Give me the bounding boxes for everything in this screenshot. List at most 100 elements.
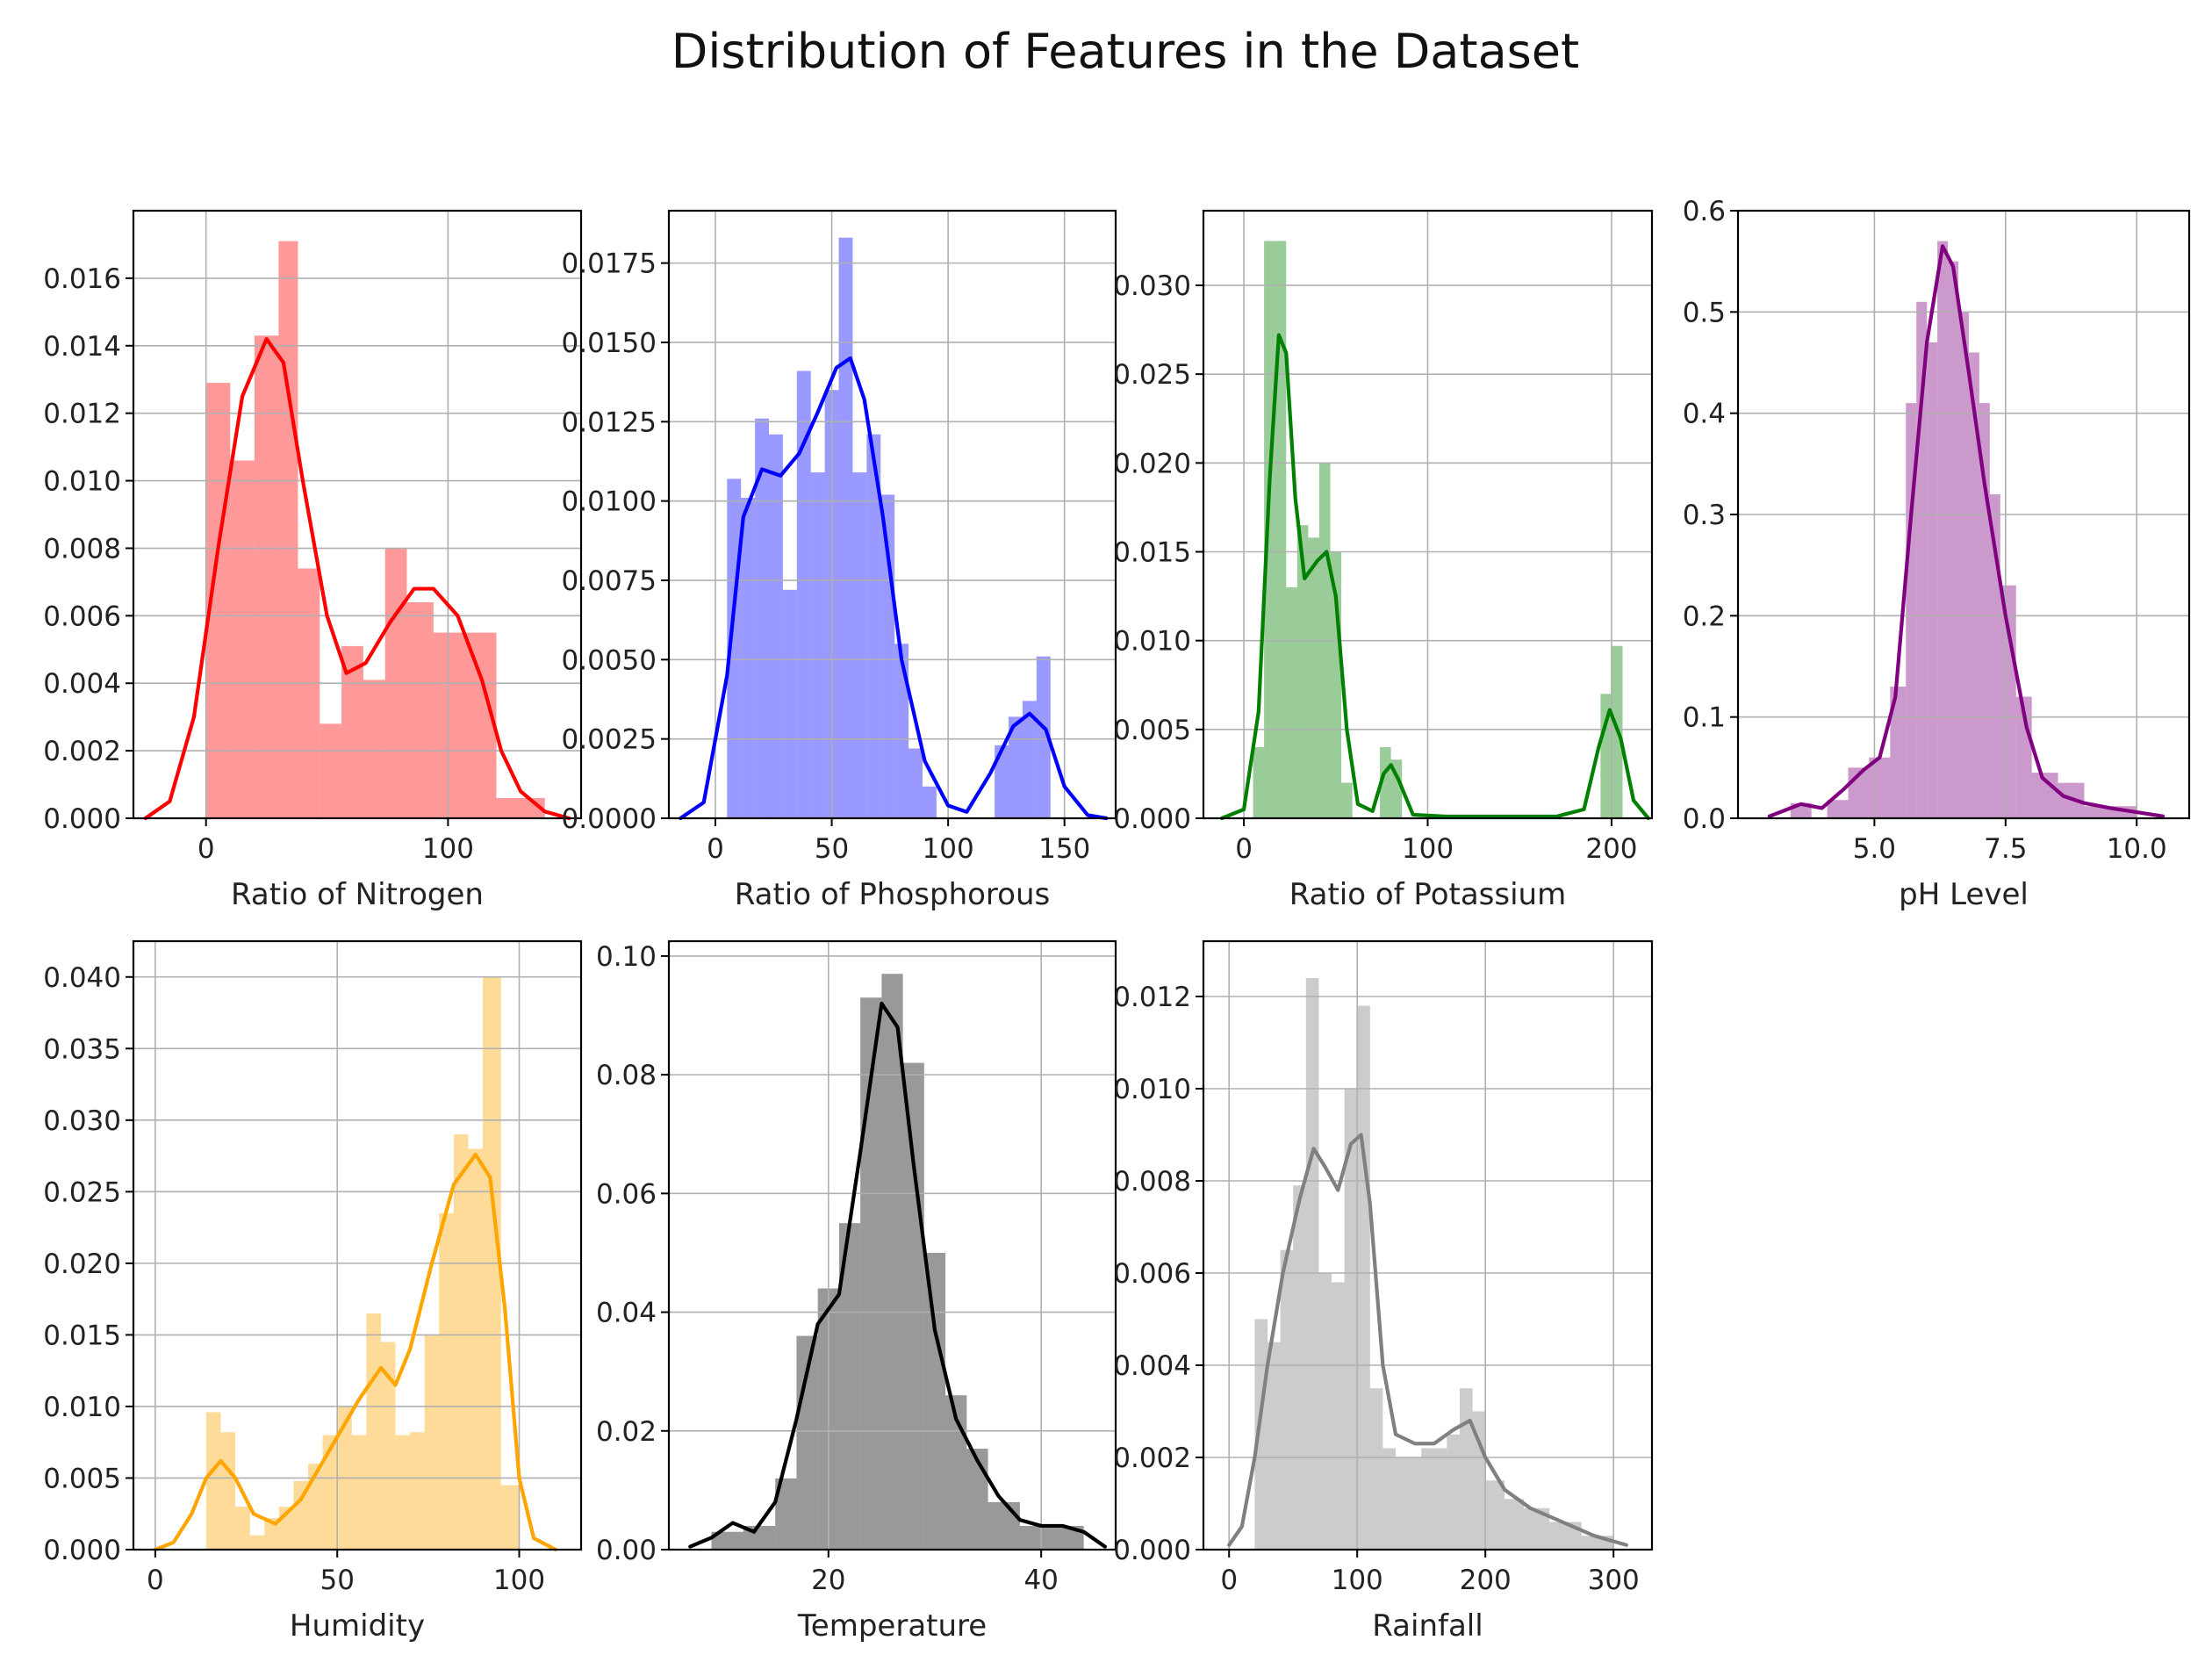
histogram-bar	[249, 1535, 265, 1550]
histogram-bar	[1264, 241, 1275, 818]
figure-title: Distribution of Features in the Dataset	[672, 24, 1579, 79]
x-tick-label: 150	[1038, 833, 1090, 865]
x-ticks: 0 100 200	[1235, 818, 1638, 865]
histogram-bar	[995, 745, 1009, 818]
histogram-bar	[453, 1134, 469, 1550]
histogram-bar	[894, 644, 909, 818]
x-tick-label: 100	[493, 1565, 545, 1596]
subplot-ratio-of-phosphorous: 0 50 100 150 0.00000.00250.00500.00750.01000…	[562, 209, 1117, 912]
histogram-bar	[1253, 747, 1265, 818]
x-tick-label: 100	[923, 833, 974, 865]
x-tick-label: 100	[1332, 1565, 1383, 1596]
histogram-bar	[1293, 1185, 1306, 1550]
y-tick-label: 0.08	[596, 1060, 657, 1091]
histogram-bar	[838, 237, 853, 819]
histogram-bar	[395, 1435, 411, 1550]
y-tick-label: 0.030	[43, 1105, 121, 1137]
histogram-bar	[741, 498, 756, 818]
histogram-bar	[1600, 694, 1612, 818]
histogram-bars	[205, 976, 520, 1550]
y-tick-label: 0.020	[43, 1248, 121, 1280]
histogram-bar	[1268, 1342, 1281, 1550]
histogram-bar	[810, 472, 825, 818]
histogram-bar	[1958, 312, 1969, 819]
histogram-bar	[866, 434, 881, 818]
y-tick-label: 0.025	[43, 1176, 121, 1208]
axes-frame	[132, 209, 583, 820]
y-ticks: 0.0000 0.0025 0.0050 0.0075 0.0100 0.0125 0.01…	[562, 248, 669, 835]
histogram-bar	[380, 1342, 396, 1550]
kde-line	[1227, 1133, 1628, 1547]
histogram-bar	[922, 786, 937, 818]
histogram-bar	[1332, 1282, 1345, 1550]
x-tick-label: 50	[320, 1565, 354, 1596]
histogram-bar	[1968, 352, 1979, 819]
y-tick-label: 0.04	[596, 1298, 657, 1329]
histogram-bar	[220, 1432, 236, 1550]
histogram-bar	[1296, 525, 1309, 818]
histogram-bar	[1447, 1434, 1460, 1550]
subplot-ratio-of-potassium: 0 100 2000.0000.0050.0100.0150.0200.0250.0…	[1113, 209, 1654, 912]
histogram-bar	[264, 1518, 279, 1550]
histogram-bar	[1022, 701, 1037, 818]
grid	[1738, 210, 2189, 819]
histogram-bar	[320, 723, 342, 818]
y-tick-label: 0.0050	[562, 644, 657, 676]
y-ticks: 0.000 0.005 0.010 0.015 0.020 0.025 0.030 0.035…	[43, 962, 133, 1566]
y-tick-label: 0.06	[596, 1178, 657, 1210]
y-ticks: 0.0 0.1 0.2 0.3 0.4 0.5 0.6	[1683, 196, 1738, 835]
histogram-bar	[406, 601, 434, 818]
axes-frame	[667, 209, 1117, 820]
histogram-bar	[1341, 782, 1353, 818]
histogram-bar	[988, 1501, 1020, 1550]
y-tick-label: 0.040	[43, 962, 121, 994]
x-tick-label: 0	[707, 833, 724, 865]
subplot-humidity: 0 50 100 0.000 0.005 0.010 0.015 0.020 0.025 0.03…	[43, 939, 583, 1644]
histogram-bar	[1305, 978, 1319, 1550]
x-tick-label: 0	[198, 833, 215, 865]
histogram-bar	[308, 1464, 323, 1550]
axes-frame	[132, 939, 583, 1551]
histogram-bar	[293, 1480, 309, 1550]
y-tick-label: 0.010	[43, 466, 121, 498]
histogram-bar	[966, 1449, 988, 1550]
histogram-bar	[1280, 1249, 1294, 1550]
histogram-bar	[1927, 342, 1938, 818]
histogram-bar	[1421, 1448, 1434, 1550]
y-tick-label: 0.010	[1113, 626, 1191, 658]
histogram-bar	[1286, 586, 1297, 818]
histogram-bar	[1344, 1089, 1358, 1550]
histogram-bar	[298, 568, 320, 818]
histogram-bar	[230, 460, 255, 818]
histogram-bar	[1869, 757, 1891, 818]
y-tick-label: 0.035	[43, 1033, 121, 1065]
histogram-bar	[1380, 747, 1391, 818]
histogram-bar	[1009, 716, 1023, 818]
histogram-bar	[1396, 1457, 1409, 1550]
histogram-bar	[410, 1432, 425, 1550]
y-tick-label: 0.005	[43, 1463, 121, 1494]
y-tick-label: 0.015	[1113, 536, 1191, 568]
histogram-bar	[1505, 1499, 1524, 1550]
y-tick-label: 0.6	[1683, 196, 1726, 227]
y-tick-label: 0.010	[43, 1392, 121, 1423]
x-axis-label: Ratio of Potassium	[1289, 877, 1566, 912]
histogram-bar	[1906, 403, 1917, 818]
x-tick-label: 0	[1235, 833, 1253, 865]
y-tick-label: 0.030	[1113, 270, 1191, 302]
histogram-bar	[1460, 1388, 1473, 1550]
kde-line	[143, 336, 571, 821]
histogram-bar	[755, 418, 769, 818]
x-ticks: 0 100 200 300	[1220, 1550, 1640, 1596]
histogram-bar	[852, 472, 867, 818]
histogram-bar	[235, 1507, 250, 1550]
x-ticks: 0 50 100 150	[707, 818, 1090, 865]
histogram-bar	[1549, 1522, 1582, 1550]
histogram-bar	[1275, 241, 1287, 818]
x-tick-label: 40	[1023, 1565, 1058, 1596]
x-tick-label: 50	[815, 833, 849, 865]
y-tick-label: 0.000	[1113, 803, 1191, 835]
histogram-bar	[496, 797, 545, 818]
y-tick-label: 0.0000	[562, 803, 657, 835]
y-tick-label: 0.0125	[562, 407, 657, 438]
